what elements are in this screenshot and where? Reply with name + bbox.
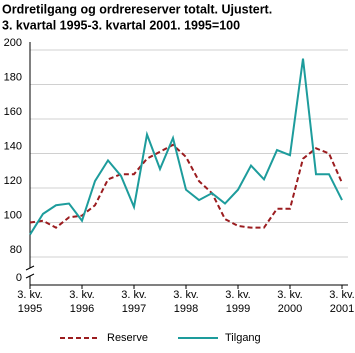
x-tick-label: 3. kv. 1999 [225,289,251,315]
y-tick-label: 160 [4,106,22,118]
x-tick-label: 3. kv. 2001 [329,289,355,315]
legend-label: Reserve [107,332,148,344]
axis-break [25,265,35,271]
x-tick-label: 3. kv. 2000 [277,289,303,315]
legend-label: Tilgang [225,332,261,344]
chart-subtitle: 3. kvartal 1995-3. kvartal 2001. 1995=10… [2,18,240,32]
y-tick-label: 180 [4,71,22,83]
series-line [29,58,343,236]
y-tick-label: 0 [16,272,22,284]
x-tick-label: 3. kv. 1998 [173,289,199,315]
y-tick-label: 80 [10,244,22,256]
chart-title: Ordretilgang og ordrereserver totalt. Uj… [2,2,272,16]
x-tick-label: 3. kv. 1995 [17,289,43,315]
y-tick-label: 140 [4,140,22,152]
series-line [29,143,343,229]
x-tick-label: 3. kv. 1996 [69,289,95,315]
y-tick-label: 200 [4,37,22,49]
x-tick-label: 3. kv. 1997 [121,289,147,315]
y-tick-label: 100 [4,209,22,221]
y-tick-label: 120 [4,175,22,187]
axis-break [25,273,35,279]
